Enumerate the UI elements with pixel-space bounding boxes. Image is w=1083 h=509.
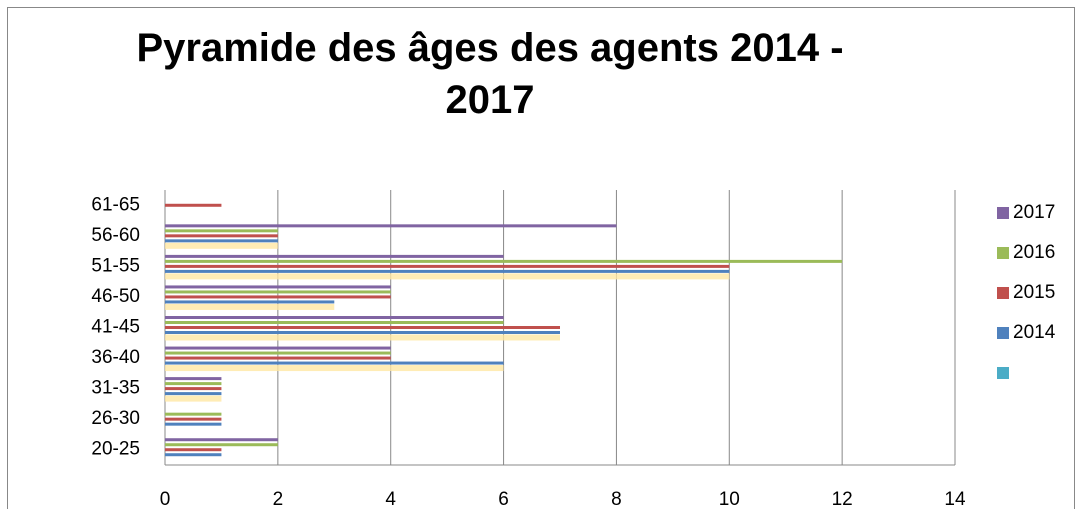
legend-swatch bbox=[997, 247, 1009, 259]
bar bbox=[165, 438, 278, 442]
bar bbox=[165, 365, 504, 372]
y-tick-label: 51-55 bbox=[91, 255, 140, 276]
bar bbox=[165, 239, 278, 243]
bar bbox=[165, 417, 222, 421]
x-tick-label: 6 bbox=[498, 489, 509, 509]
legend-label: 2015 bbox=[1013, 282, 1055, 303]
x-tick-label: 2 bbox=[273, 489, 284, 509]
bar bbox=[165, 443, 278, 447]
bar bbox=[165, 395, 222, 402]
y-tick-label: 41-45 bbox=[91, 317, 140, 338]
bar bbox=[165, 254, 504, 258]
y-tick-label: 26-30 bbox=[91, 408, 140, 429]
legend-label: 2017 bbox=[1013, 202, 1055, 223]
bar bbox=[165, 392, 222, 396]
legend-swatch bbox=[997, 367, 1009, 379]
bar bbox=[165, 448, 222, 452]
x-tick-label: 12 bbox=[832, 489, 853, 509]
bar bbox=[165, 382, 222, 386]
bar bbox=[165, 273, 730, 280]
bar bbox=[165, 300, 335, 304]
y-tick-label: 20-25 bbox=[91, 439, 140, 460]
bar bbox=[165, 331, 560, 334]
bar bbox=[165, 361, 504, 365]
bar bbox=[165, 259, 843, 263]
bar bbox=[165, 269, 730, 273]
bar bbox=[165, 453, 222, 457]
y-tick-label: 61-65 bbox=[91, 194, 140, 215]
bar bbox=[165, 412, 222, 416]
y-tick-label: 36-40 bbox=[91, 347, 140, 368]
legend-swatch bbox=[997, 207, 1009, 219]
bar bbox=[165, 295, 391, 299]
bar bbox=[165, 290, 391, 294]
bar bbox=[165, 229, 278, 233]
bar bbox=[165, 377, 222, 381]
x-tick-label: 4 bbox=[385, 489, 396, 509]
legend-label: 2014 bbox=[1013, 322, 1056, 343]
bar bbox=[165, 356, 391, 360]
legend-swatch bbox=[997, 327, 1009, 339]
y-tick-label: 56-60 bbox=[91, 225, 140, 246]
y-tick-label: 46-50 bbox=[91, 286, 140, 307]
bar bbox=[165, 351, 391, 355]
bar bbox=[165, 234, 278, 238]
bar bbox=[165, 387, 222, 391]
bar bbox=[165, 224, 617, 228]
bar bbox=[165, 321, 504, 324]
chart-title: Pyramide des âges des agents 2014 - 2017 bbox=[136, 26, 844, 122]
bar bbox=[165, 303, 335, 310]
x-tick-label: 0 bbox=[160, 489, 171, 509]
bar bbox=[165, 422, 222, 426]
x-tick-label: 8 bbox=[611, 489, 622, 509]
bar bbox=[165, 203, 222, 207]
legend-label: 2016 bbox=[1013, 242, 1055, 263]
bar bbox=[165, 346, 391, 350]
x-tick-label: 14 bbox=[944, 489, 966, 509]
bar bbox=[165, 326, 560, 329]
bar bbox=[165, 316, 504, 319]
legend-swatch bbox=[997, 287, 1009, 299]
x-tick-label: 10 bbox=[719, 489, 740, 509]
bar bbox=[165, 242, 278, 249]
bar bbox=[165, 285, 391, 289]
y-tick-label: 31-35 bbox=[91, 378, 140, 399]
bar bbox=[165, 334, 560, 341]
bar bbox=[165, 264, 730, 268]
